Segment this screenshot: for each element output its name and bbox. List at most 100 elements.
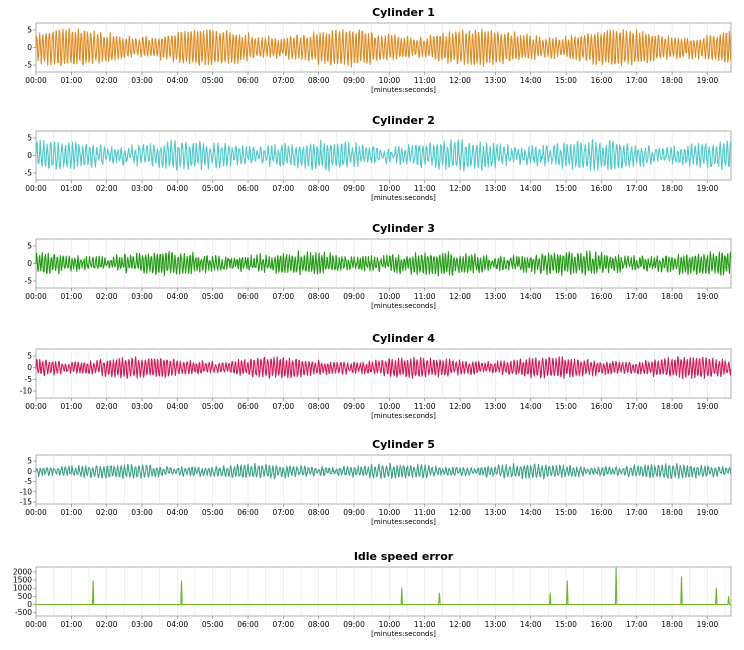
series-line [35, 462, 732, 480]
x-tick-label: 01:00 [61, 508, 83, 517]
x-tick-label: 17:00 [626, 508, 648, 517]
x-tick-label: 02:00 [96, 508, 118, 517]
x-tick-label: 01:00 [61, 402, 83, 411]
x-tick-label: 19:00 [697, 508, 719, 517]
y-tick-label: -10 [20, 387, 32, 396]
x-tick-label: 17:00 [626, 184, 648, 193]
y-tick-label: 0 [27, 467, 32, 476]
x-tick-label: 07:00 [273, 292, 295, 301]
x-tick-label: 10:00 [379, 402, 401, 411]
y-tick-label: 0 [27, 43, 32, 52]
x-tick-label: 17:00 [626, 402, 648, 411]
x-tick-label: 04:00 [167, 620, 189, 629]
x-tick-label: 10:00 [379, 508, 401, 517]
x-tick-label: 12:00 [449, 76, 471, 85]
x-tick-label: 10:00 [379, 184, 401, 193]
x-axis-label: [minutes:seconds] [371, 630, 436, 638]
x-tick-label: 18:00 [661, 620, 683, 629]
chart-panel: Cylinder 5 00:00 01:00 02:00 03:00 04:00 05:00… [20, 438, 732, 526]
x-tick-label: 12:00 [449, 402, 471, 411]
chart-title: Cylinder 2 [372, 114, 435, 127]
x-tick-label: 08:00 [308, 402, 330, 411]
x-tick-label: 15:00 [555, 508, 577, 517]
y-tick-label: -15 [20, 497, 32, 506]
x-tick-label: 10:00 [379, 620, 401, 629]
x-tick-label: 06:00 [237, 292, 259, 301]
x-tick-label: 09:00 [343, 402, 365, 411]
x-tick-label: 07:00 [273, 76, 295, 85]
x-tick-label: 14:00 [520, 508, 542, 517]
x-tick-label: 08:00 [308, 508, 330, 517]
x-tick-label: 08:00 [308, 292, 330, 301]
x-tick-label: 03:00 [131, 292, 153, 301]
x-tick-label: 15:00 [555, 292, 577, 301]
x-tick-label: 05:00 [202, 184, 224, 193]
x-tick-label: 11:00 [414, 76, 436, 85]
x-tick-label: 19:00 [697, 402, 719, 411]
y-tick-label: -5 [25, 477, 33, 486]
x-tick-label: 18:00 [661, 76, 683, 85]
y-tick-label: 5 [27, 26, 32, 35]
x-tick-label: 02:00 [96, 620, 118, 629]
series-line [35, 138, 732, 172]
x-tick-label: 17:00 [626, 76, 648, 85]
x-tick-label: 05:00 [202, 402, 224, 411]
x-tick-label: 12:00 [449, 508, 471, 517]
x-tick-label: 11:00 [414, 620, 436, 629]
x-tick-label: 09:00 [343, 292, 365, 301]
chart-panel: Cylinder 3 00:00 01:00 02:00 03:00 04:00 05:00… [25, 222, 732, 310]
x-tick-label: 18:00 [661, 292, 683, 301]
plot-frame [35, 454, 732, 505]
x-tick-label: 04:00 [167, 76, 189, 85]
x-tick-label: 18:00 [661, 184, 683, 193]
y-tick-label: 1500 [13, 576, 32, 585]
x-tick-label: 09:00 [343, 620, 365, 629]
chart-title: Cylinder 4 [372, 332, 435, 345]
x-tick-label: 05:00 [202, 76, 224, 85]
x-tick-label: 02:00 [96, 402, 118, 411]
x-tick-label: 03:00 [131, 620, 153, 629]
x-tick-label: 12:00 [449, 620, 471, 629]
x-tick-label: 08:00 [308, 184, 330, 193]
x-tick-label: 14:00 [520, 402, 542, 411]
x-tick-label: 04:00 [167, 292, 189, 301]
x-tick-label: 12:00 [449, 292, 471, 301]
y-tick-label: 500 [18, 592, 33, 601]
series-line [35, 567, 732, 606]
x-tick-label: 07:00 [273, 620, 295, 629]
x-tick-label: 18:00 [661, 508, 683, 517]
y-tick-label: -500 [15, 608, 32, 617]
x-tick-label: 11:00 [414, 508, 436, 517]
x-tick-label: 00:00 [25, 184, 47, 193]
chart-panel: Idle speed error 00:00 01:00 02:00 03:00 04:0… [13, 550, 732, 638]
x-tick-label: 02:00 [96, 76, 118, 85]
x-tick-label: 11:00 [414, 184, 436, 193]
series-line [35, 28, 732, 68]
plot-frame [35, 566, 732, 617]
x-tick-label: 13:00 [485, 184, 507, 193]
x-tick-label: 00:00 [25, 76, 47, 85]
x-tick-label: 01:00 [61, 76, 83, 85]
x-tick-label: 03:00 [131, 76, 153, 85]
x-tick-label: 13:00 [485, 508, 507, 517]
x-tick-label: 14:00 [520, 292, 542, 301]
y-tick-label: 5 [27, 242, 32, 251]
y-tick-label: 5 [27, 134, 32, 143]
chart-panel: Cylinder 2 00:00 01:00 02:00 03:00 04:00 05:00… [25, 114, 732, 202]
x-tick-label: 19:00 [697, 292, 719, 301]
x-tick-label: 14:00 [520, 76, 542, 85]
x-tick-label: 15:00 [555, 76, 577, 85]
y-tick-label: 5 [27, 352, 32, 361]
x-tick-label: 19:00 [697, 184, 719, 193]
x-tick-label: 01:00 [61, 620, 83, 629]
x-tick-label: 08:00 [308, 620, 330, 629]
x-tick-label: 16:00 [591, 184, 613, 193]
x-axis-label: [minutes:seconds] [371, 518, 436, 526]
series-line [35, 356, 732, 380]
y-tick-label: -5 [25, 61, 33, 70]
x-tick-label: 01:00 [61, 184, 83, 193]
x-tick-label: 00:00 [25, 620, 47, 629]
x-tick-label: 19:00 [697, 76, 719, 85]
x-tick-label: 16:00 [591, 76, 613, 85]
